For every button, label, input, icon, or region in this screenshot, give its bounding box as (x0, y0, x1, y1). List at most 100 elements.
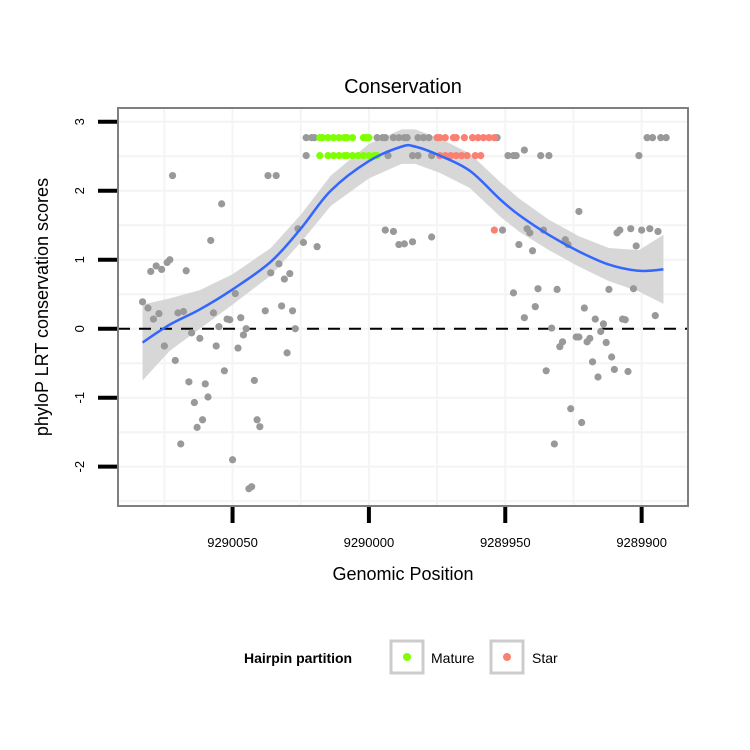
data-point-other (591, 315, 599, 323)
data-point-other (556, 343, 564, 351)
data-point-mature (348, 151, 357, 160)
data-point-other (147, 267, 155, 276)
data-point-other (651, 312, 659, 320)
data-point-other (520, 314, 528, 322)
data-point-other (567, 405, 575, 413)
data-point-other (408, 238, 417, 246)
data-point-other (253, 416, 261, 424)
data-point-other (182, 267, 190, 275)
legend: Hairpin partition Mature Star (244, 639, 558, 675)
data-point-other (545, 151, 553, 160)
data-point-mature (348, 134, 357, 142)
data-point-mature (329, 134, 338, 142)
scatter-points (138, 134, 670, 493)
data-point-star (441, 134, 449, 142)
data-point-mature (324, 134, 332, 142)
data-point-other (414, 134, 422, 142)
data-point-other (228, 456, 237, 464)
data-point-mature (316, 151, 324, 160)
data-point-star (458, 151, 466, 160)
data-point-other (643, 134, 651, 142)
data-point-other (646, 225, 654, 233)
data-point-star (463, 151, 471, 160)
data-point-other (299, 238, 308, 247)
data-point-other (188, 329, 196, 337)
axes: 9290050 9290000 9289950 9289900 3 2 1 0 -1 -2 (72, 118, 667, 550)
confidence-band-area (142, 129, 664, 381)
data-point-mature (365, 134, 373, 142)
y-tick-label: -2 (72, 461, 87, 473)
data-point-other (231, 289, 239, 298)
data-point-other (403, 134, 411, 142)
data-point-other (662, 134, 670, 142)
data-point-other (160, 342, 168, 350)
data-point-other (204, 393, 212, 401)
data-point-other (575, 207, 583, 216)
data-point-other (198, 416, 207, 424)
data-point-other (542, 367, 550, 375)
data-point-other (207, 236, 215, 245)
data-point-star (436, 134, 444, 142)
data-point-other (280, 275, 288, 283)
data-point-mature (354, 151, 362, 160)
data-point-other (400, 240, 408, 248)
data-point-star (479, 134, 488, 142)
data-point-other (531, 303, 539, 311)
data-point-other (515, 240, 523, 249)
data-point-other (512, 151, 520, 160)
data-point-other (288, 307, 297, 315)
legend-title: Hairpin partition (244, 650, 352, 666)
data-point-other (389, 227, 398, 236)
legend-label-mature: Mature (431, 650, 475, 666)
data-point-other (261, 307, 269, 315)
data-point-other (174, 309, 182, 317)
data-point-star (490, 226, 498, 234)
data-point-other (583, 338, 591, 346)
data-point-other (245, 485, 253, 493)
data-point-other (599, 320, 608, 328)
data-point-mature (329, 151, 338, 160)
y-tick-label: 1 (72, 256, 87, 263)
data-point-other (428, 233, 436, 241)
data-point-other (272, 171, 280, 180)
data-point-other (610, 365, 618, 374)
data-point-other (509, 289, 518, 297)
data-point-other (548, 324, 556, 332)
data-point-other (152, 262, 160, 270)
data-point-other (185, 378, 193, 386)
data-point-other (302, 151, 310, 160)
data-point-other (550, 440, 558, 448)
data-point-mature (343, 134, 351, 142)
data-point-other (310, 134, 318, 142)
data-point-other (209, 309, 218, 317)
data-point-other (654, 227, 662, 236)
data-point-other (575, 333, 583, 341)
loess-fit-line (141, 143, 664, 344)
data-point-other (588, 358, 597, 366)
data-point-mature (318, 134, 327, 142)
data-point-other (395, 240, 403, 249)
data-point-other (602, 338, 610, 347)
data-point-other (520, 146, 528, 154)
data-point-other (237, 314, 245, 322)
data-point-other (218, 200, 226, 208)
y-tick-label: -1 (72, 392, 87, 404)
data-point-other (275, 260, 283, 268)
data-point-mature (335, 151, 343, 160)
data-point-star (447, 151, 455, 160)
data-point-star (468, 134, 477, 142)
data-point-other (168, 171, 177, 180)
x-axis-label: Genomic Position (332, 564, 473, 584)
data-point-other (395, 134, 403, 142)
data-point-other (278, 302, 286, 310)
data-point-other (605, 285, 613, 294)
data-point-other (256, 423, 264, 431)
data-point-other (504, 151, 512, 160)
data-point-other (648, 134, 657, 142)
data-point-other (242, 325, 250, 333)
data-point-other (250, 376, 258, 385)
data-point-other (212, 342, 220, 350)
data-point-other (381, 134, 389, 142)
data-point-other (578, 418, 586, 427)
legend-key-mature (389, 639, 425, 675)
